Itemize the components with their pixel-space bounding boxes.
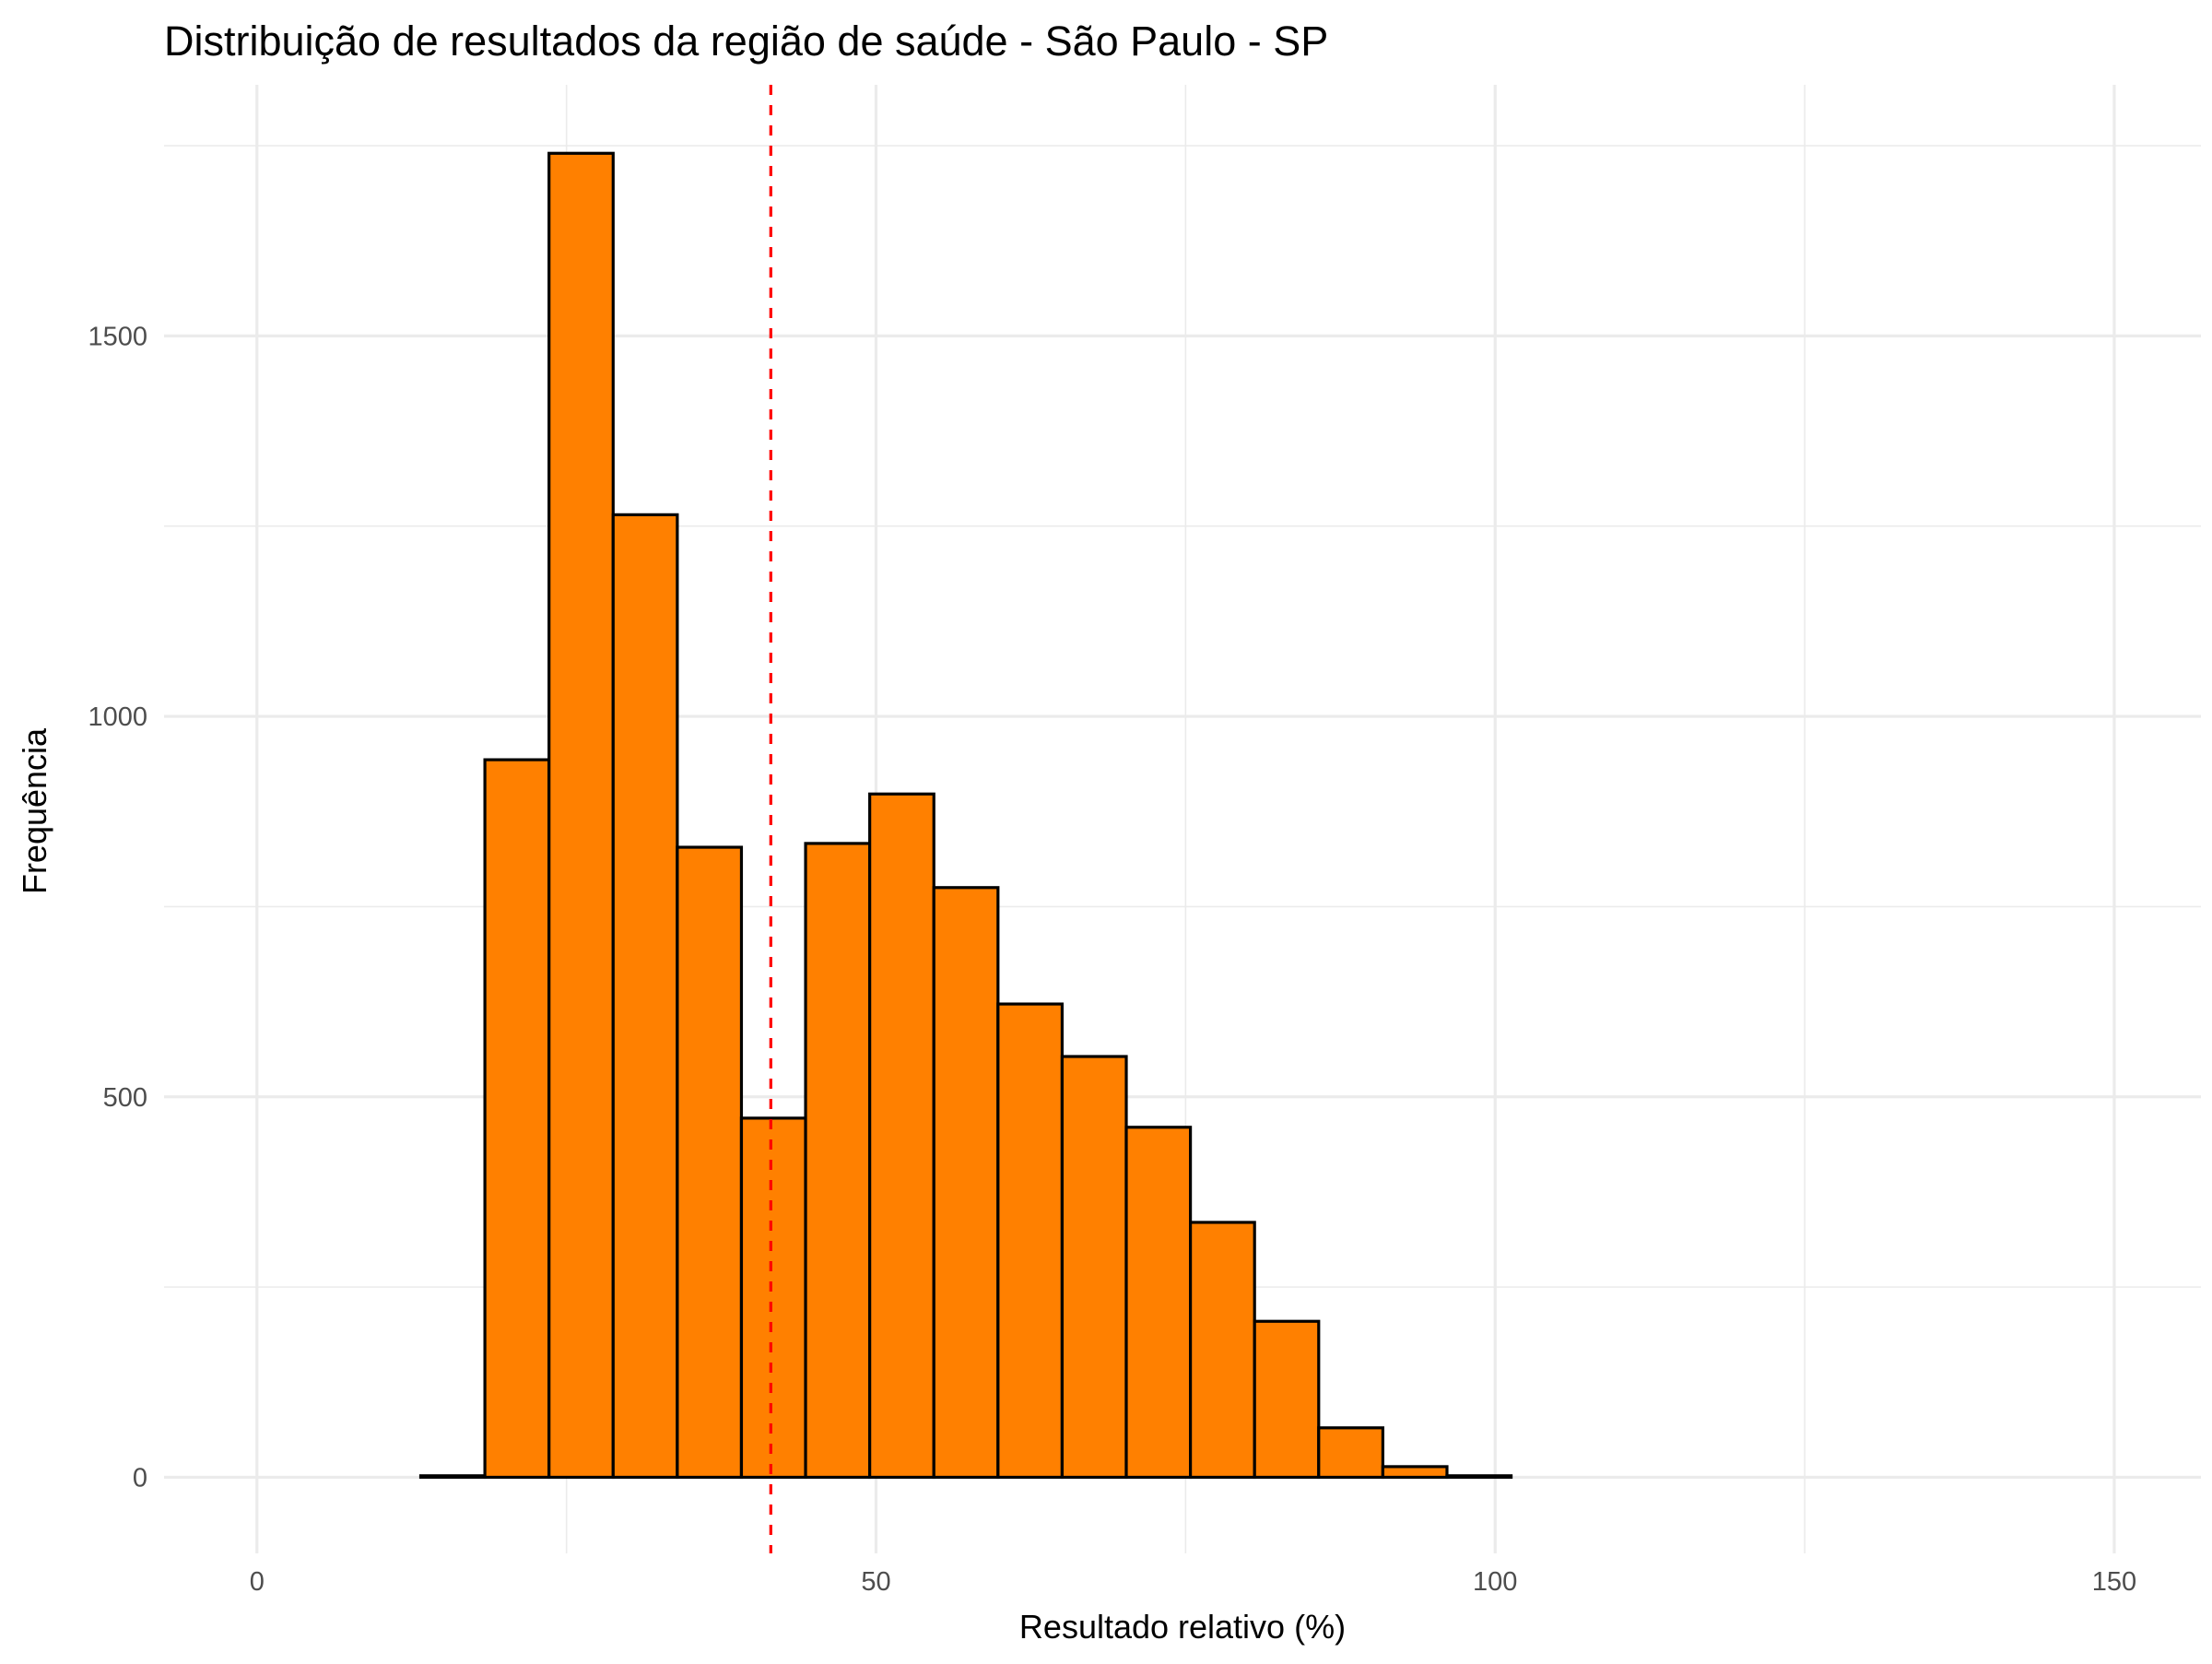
- histogram-bar: [418, 1474, 487, 1480]
- y-tick-label: 500: [103, 1083, 147, 1113]
- chart-title: Distribuição de resultados da região de …: [164, 18, 1328, 65]
- x-tick-label: 150: [2092, 1567, 2136, 1597]
- x-axis-title: Resultado relativo (%): [1019, 1608, 1346, 1646]
- histogram-bar: [804, 842, 872, 1480]
- histogram-bar: [1381, 1465, 1449, 1480]
- histogram-bar: [1253, 1319, 1321, 1480]
- y-axis-title: Frequência: [16, 727, 53, 894]
- x-tick-label: 50: [861, 1567, 890, 1597]
- histogram-bar: [932, 886, 1000, 1480]
- histogram-bar: [1188, 1221, 1256, 1480]
- x-tick-label: 100: [1473, 1567, 1517, 1597]
- histogram-bar: [611, 513, 679, 1480]
- histogram-bar: [996, 1002, 1065, 1480]
- histogram-bar: [1445, 1474, 1513, 1480]
- histogram-bar: [1317, 1426, 1384, 1480]
- x-tick-labels: 0 50 100 150: [250, 1567, 2136, 1597]
- histogram-bar: [739, 1116, 807, 1480]
- y-tick-labels: 0 500 1000 1500: [88, 322, 147, 1493]
- x-tick-label: 0: [250, 1567, 265, 1597]
- histogram-bar: [676, 845, 744, 1480]
- histogram-bar: [1060, 1055, 1128, 1480]
- y-tick-label: 0: [133, 1463, 147, 1493]
- histogram-bar: [1124, 1126, 1193, 1480]
- histogram-bar: [483, 758, 551, 1480]
- y-tick-label: 1000: [88, 702, 147, 732]
- histogram-bar: [547, 151, 615, 1480]
- y-tick-label: 1500: [88, 322, 147, 351]
- bars-layer: [418, 151, 1513, 1480]
- histogram-bar: [868, 792, 935, 1480]
